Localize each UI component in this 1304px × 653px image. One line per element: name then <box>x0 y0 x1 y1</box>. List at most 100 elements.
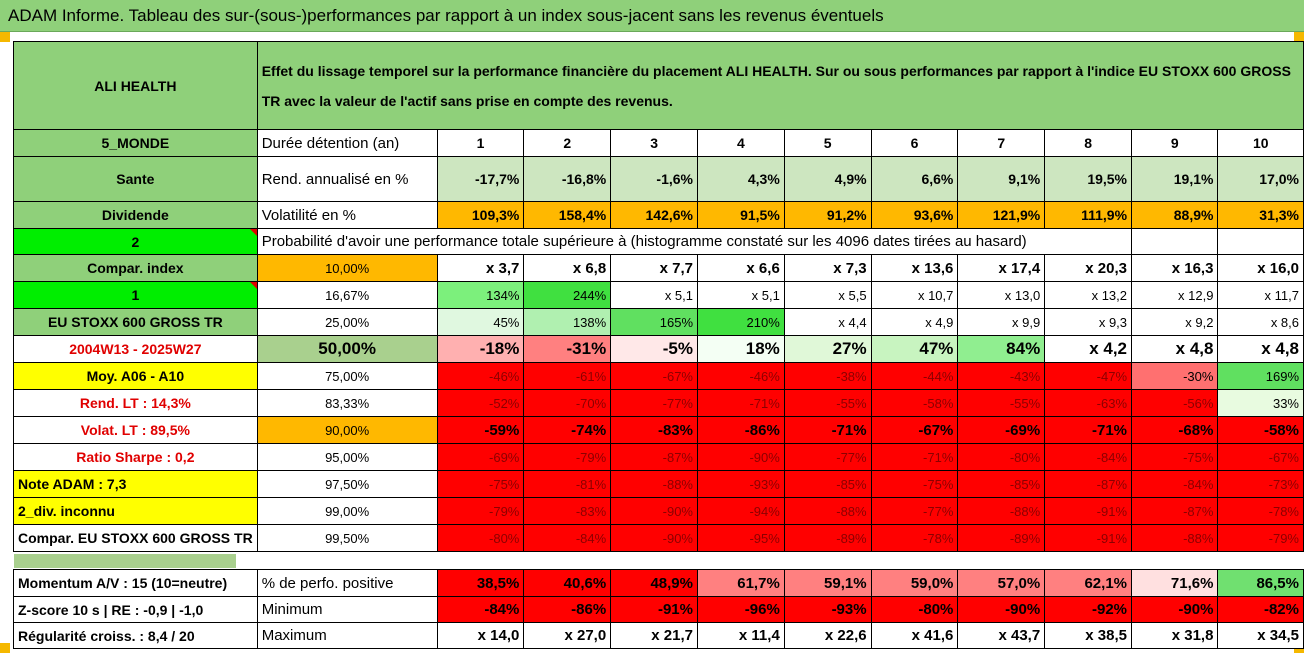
quantile-cell[interactable]: -75% <box>870 470 959 498</box>
quantile-cell[interactable]: -80% <box>436 524 525 552</box>
quantile-cell[interactable]: 138% <box>523 308 612 336</box>
vol-value[interactable]: 91,5% <box>697 201 785 229</box>
quantile-cell[interactable]: -74% <box>523 416 612 444</box>
side-label[interactable]: Compar. index <box>13 254 258 282</box>
quantile-cell[interactable]: -75% <box>436 470 525 498</box>
pos-value[interactable]: 59,1% <box>783 569 872 597</box>
vol-value[interactable]: 88,9% <box>1131 201 1219 229</box>
quantile-cell[interactable]: -67% <box>1217 443 1304 471</box>
quantile-cell[interactable]: -55% <box>783 389 872 417</box>
min-value[interactable]: -91% <box>610 596 698 623</box>
quantile-cell[interactable]: x 4,8 <box>1131 335 1219 363</box>
quantile-cell[interactable]: -91% <box>1044 524 1133 552</box>
num2-label[interactable]: 2 <box>13 228 258 255</box>
min-value[interactable]: -93% <box>783 596 872 623</box>
quantile-cell[interactable]: 45% <box>436 308 525 336</box>
row-label-duree[interactable]: Durée détention (an) <box>256 129 438 157</box>
quantile-value[interactable]: 10,00% <box>256 254 438 282</box>
quantile-cell[interactable]: -70% <box>523 389 612 417</box>
quantile-cell[interactable]: x 4,4 <box>783 308 872 336</box>
quantile-value[interactable]: 50,00% <box>256 335 438 363</box>
max-value[interactable]: x 38,5 <box>1044 622 1133 649</box>
quantile-cell[interactable]: -47% <box>1044 362 1133 390</box>
pos-value[interactable]: 61,7% <box>697 569 785 597</box>
min-value[interactable]: -92% <box>1044 596 1133 623</box>
description-text[interactable]: Effet du lissage temporel sur la perform… <box>256 41 1304 130</box>
quantile-cell[interactable]: -71% <box>870 443 959 471</box>
year-header[interactable]: 7 <box>957 129 1046 157</box>
quantile-cell[interactable]: -87% <box>1044 470 1133 498</box>
quantile-cell[interactable]: -83% <box>523 497 612 525</box>
max-value[interactable]: x 14,0 <box>436 622 525 649</box>
year-header[interactable]: 5 <box>783 129 872 157</box>
max-value[interactable]: x 27,0 <box>523 622 612 649</box>
quantile-cell[interactable]: -90% <box>697 443 785 471</box>
quantile-cell[interactable]: 33% <box>1217 389 1304 417</box>
quantile-cell[interactable]: x 11,7 <box>1217 281 1304 309</box>
quantile-cell[interactable]: -31% <box>523 335 612 363</box>
min-value[interactable]: -84% <box>436 596 525 623</box>
pos-value[interactable]: 48,9% <box>610 569 698 597</box>
quantile-cell[interactable]: -71% <box>1044 416 1133 444</box>
row-label-rend[interactable]: Rend. annualisé en % <box>256 156 438 202</box>
quantile-cell[interactable]: -90% <box>610 497 698 525</box>
quantile-cell[interactable]: -77% <box>870 497 959 525</box>
rend-value[interactable]: 4,9% <box>783 156 872 202</box>
quantile-cell[interactable]: -80% <box>957 443 1046 471</box>
min-value[interactable]: -80% <box>870 596 959 623</box>
side-label[interactable]: Moy. A06 - A10 <box>13 362 258 390</box>
pos-value[interactable]: 62,1% <box>1044 569 1133 597</box>
quantile-cell[interactable]: -88% <box>957 497 1046 525</box>
dividend-label[interactable]: Dividende <box>13 201 258 229</box>
quantile-value[interactable]: 95,00% <box>256 443 438 471</box>
quantile-cell[interactable]: -85% <box>957 470 1046 498</box>
quantile-value[interactable]: 75,00% <box>256 362 438 390</box>
year-header[interactable]: 8 <box>1044 129 1133 157</box>
quantile-cell[interactable]: -67% <box>870 416 959 444</box>
quantile-cell[interactable]: -58% <box>1217 416 1304 444</box>
quantile-cell[interactable]: -89% <box>783 524 872 552</box>
quantile-cell[interactable]: x 9,2 <box>1131 308 1219 336</box>
quantile-cell[interactable]: -78% <box>870 524 959 552</box>
quantile-cell[interactable]: 244% <box>523 281 612 309</box>
quantile-cell[interactable]: -88% <box>783 497 872 525</box>
quantile-cell[interactable]: x 17,4 <box>957 254 1046 282</box>
vol-value[interactable]: 121,9% <box>957 201 1046 229</box>
quantile-cell[interactable]: x 5,1 <box>610 281 698 309</box>
side-label[interactable]: Volat. LT : 89,5% <box>13 416 258 444</box>
quantile-cell[interactable]: 134% <box>436 281 525 309</box>
zscore-label[interactable]: Z-score 10 s | RE : -0,9 | -1,0 <box>13 596 258 623</box>
min-value[interactable]: -90% <box>957 596 1046 623</box>
quantile-cell[interactable]: -75% <box>1131 443 1219 471</box>
quantile-cell[interactable]: -71% <box>783 416 872 444</box>
quantile-cell[interactable]: -69% <box>436 443 525 471</box>
quantile-cell[interactable]: -46% <box>697 362 785 390</box>
min-value[interactable]: -86% <box>523 596 612 623</box>
quantile-value[interactable]: 83,33% <box>256 389 438 417</box>
cell[interactable] <box>1217 228 1304 255</box>
quantile-cell[interactable]: -85% <box>783 470 872 498</box>
quantile-cell[interactable]: -81% <box>523 470 612 498</box>
quantile-cell[interactable]: -5% <box>610 335 698 363</box>
year-header[interactable]: 1 <box>436 129 525 157</box>
quantile-cell[interactable]: -61% <box>523 362 612 390</box>
rend-value[interactable]: -1,6% <box>610 156 698 202</box>
quantile-cell[interactable]: -93% <box>697 470 785 498</box>
row-label-pos[interactable]: % de perfo. positive <box>256 569 438 597</box>
quantile-cell[interactable]: -55% <box>957 389 1046 417</box>
quantile-cell[interactable]: 84% <box>957 335 1046 363</box>
quantile-cell[interactable]: -88% <box>610 470 698 498</box>
pos-value[interactable]: 40,6% <box>523 569 612 597</box>
vol-value[interactable]: 93,6% <box>870 201 959 229</box>
quantile-value[interactable]: 99,00% <box>256 497 438 525</box>
quantile-cell[interactable]: -68% <box>1131 416 1219 444</box>
quantile-value[interactable]: 16,67% <box>256 281 438 309</box>
quantile-cell[interactable]: -46% <box>436 362 525 390</box>
min-value[interactable]: -82% <box>1217 596 1304 623</box>
quantile-cell[interactable]: -71% <box>697 389 785 417</box>
side-label[interactable]: 2_div. inconnu <box>13 497 258 525</box>
rend-value[interactable]: -16,8% <box>523 156 612 202</box>
quantile-cell[interactable]: -87% <box>1131 497 1219 525</box>
min-value[interactable]: -90% <box>1131 596 1219 623</box>
quantile-cell[interactable]: x 13,2 <box>1044 281 1133 309</box>
